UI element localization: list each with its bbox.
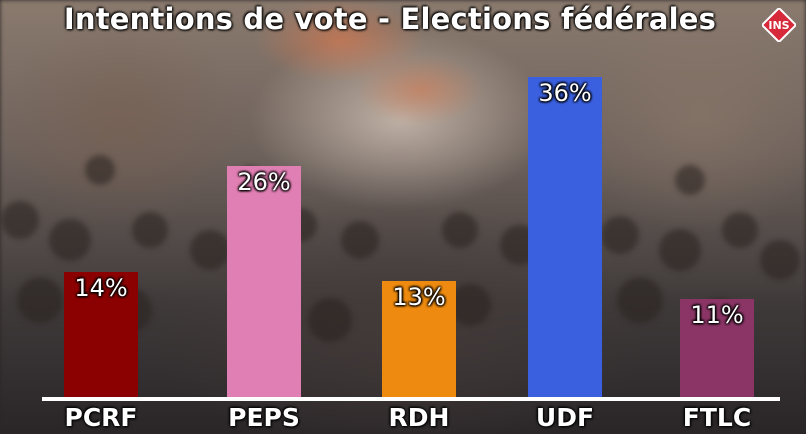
crowd-head (601, 216, 639, 254)
bar-ftlc (680, 299, 754, 397)
crowd-head (442, 212, 478, 248)
chart-title: Intentions de vote - Elections fédérales (63, 2, 717, 36)
crowd-head (190, 230, 230, 270)
ins-logo: INS (760, 6, 798, 44)
crowd-head (722, 212, 758, 248)
value-label-peps: 26% (237, 167, 291, 196)
crowd-head (675, 165, 705, 195)
category-label-pcrf: PCRF (64, 403, 138, 432)
value-label-rdh: 13% (392, 283, 446, 312)
crowd-head (659, 229, 701, 271)
crowd-head (617, 277, 663, 323)
bar-rdh (382, 281, 456, 397)
bar-pcrf (64, 272, 138, 397)
crowd-head (85, 155, 115, 185)
category-label-rdh: RDH (388, 403, 450, 432)
logo-text: INS (768, 19, 789, 32)
crowd-head (132, 212, 168, 248)
crowd-head (308, 298, 352, 342)
category-label-udf: UDF (535, 403, 595, 432)
x-axis-baseline (42, 397, 780, 401)
value-label-ftlc: 11% (690, 301, 744, 330)
crowd-head (341, 221, 379, 259)
crowd-head (760, 240, 800, 280)
value-label-udf: 36% (538, 78, 592, 107)
bar-peps (227, 165, 301, 397)
category-label-ftlc: FTLC (682, 403, 752, 432)
bar-udf (528, 76, 602, 397)
crowd-head (49, 219, 91, 261)
crowd-head (1, 201, 39, 239)
crowd-head (449, 284, 491, 326)
crowd-head (17, 277, 63, 323)
value-label-pcrf: 14% (74, 274, 128, 303)
category-label-peps: PEPS (228, 403, 300, 432)
